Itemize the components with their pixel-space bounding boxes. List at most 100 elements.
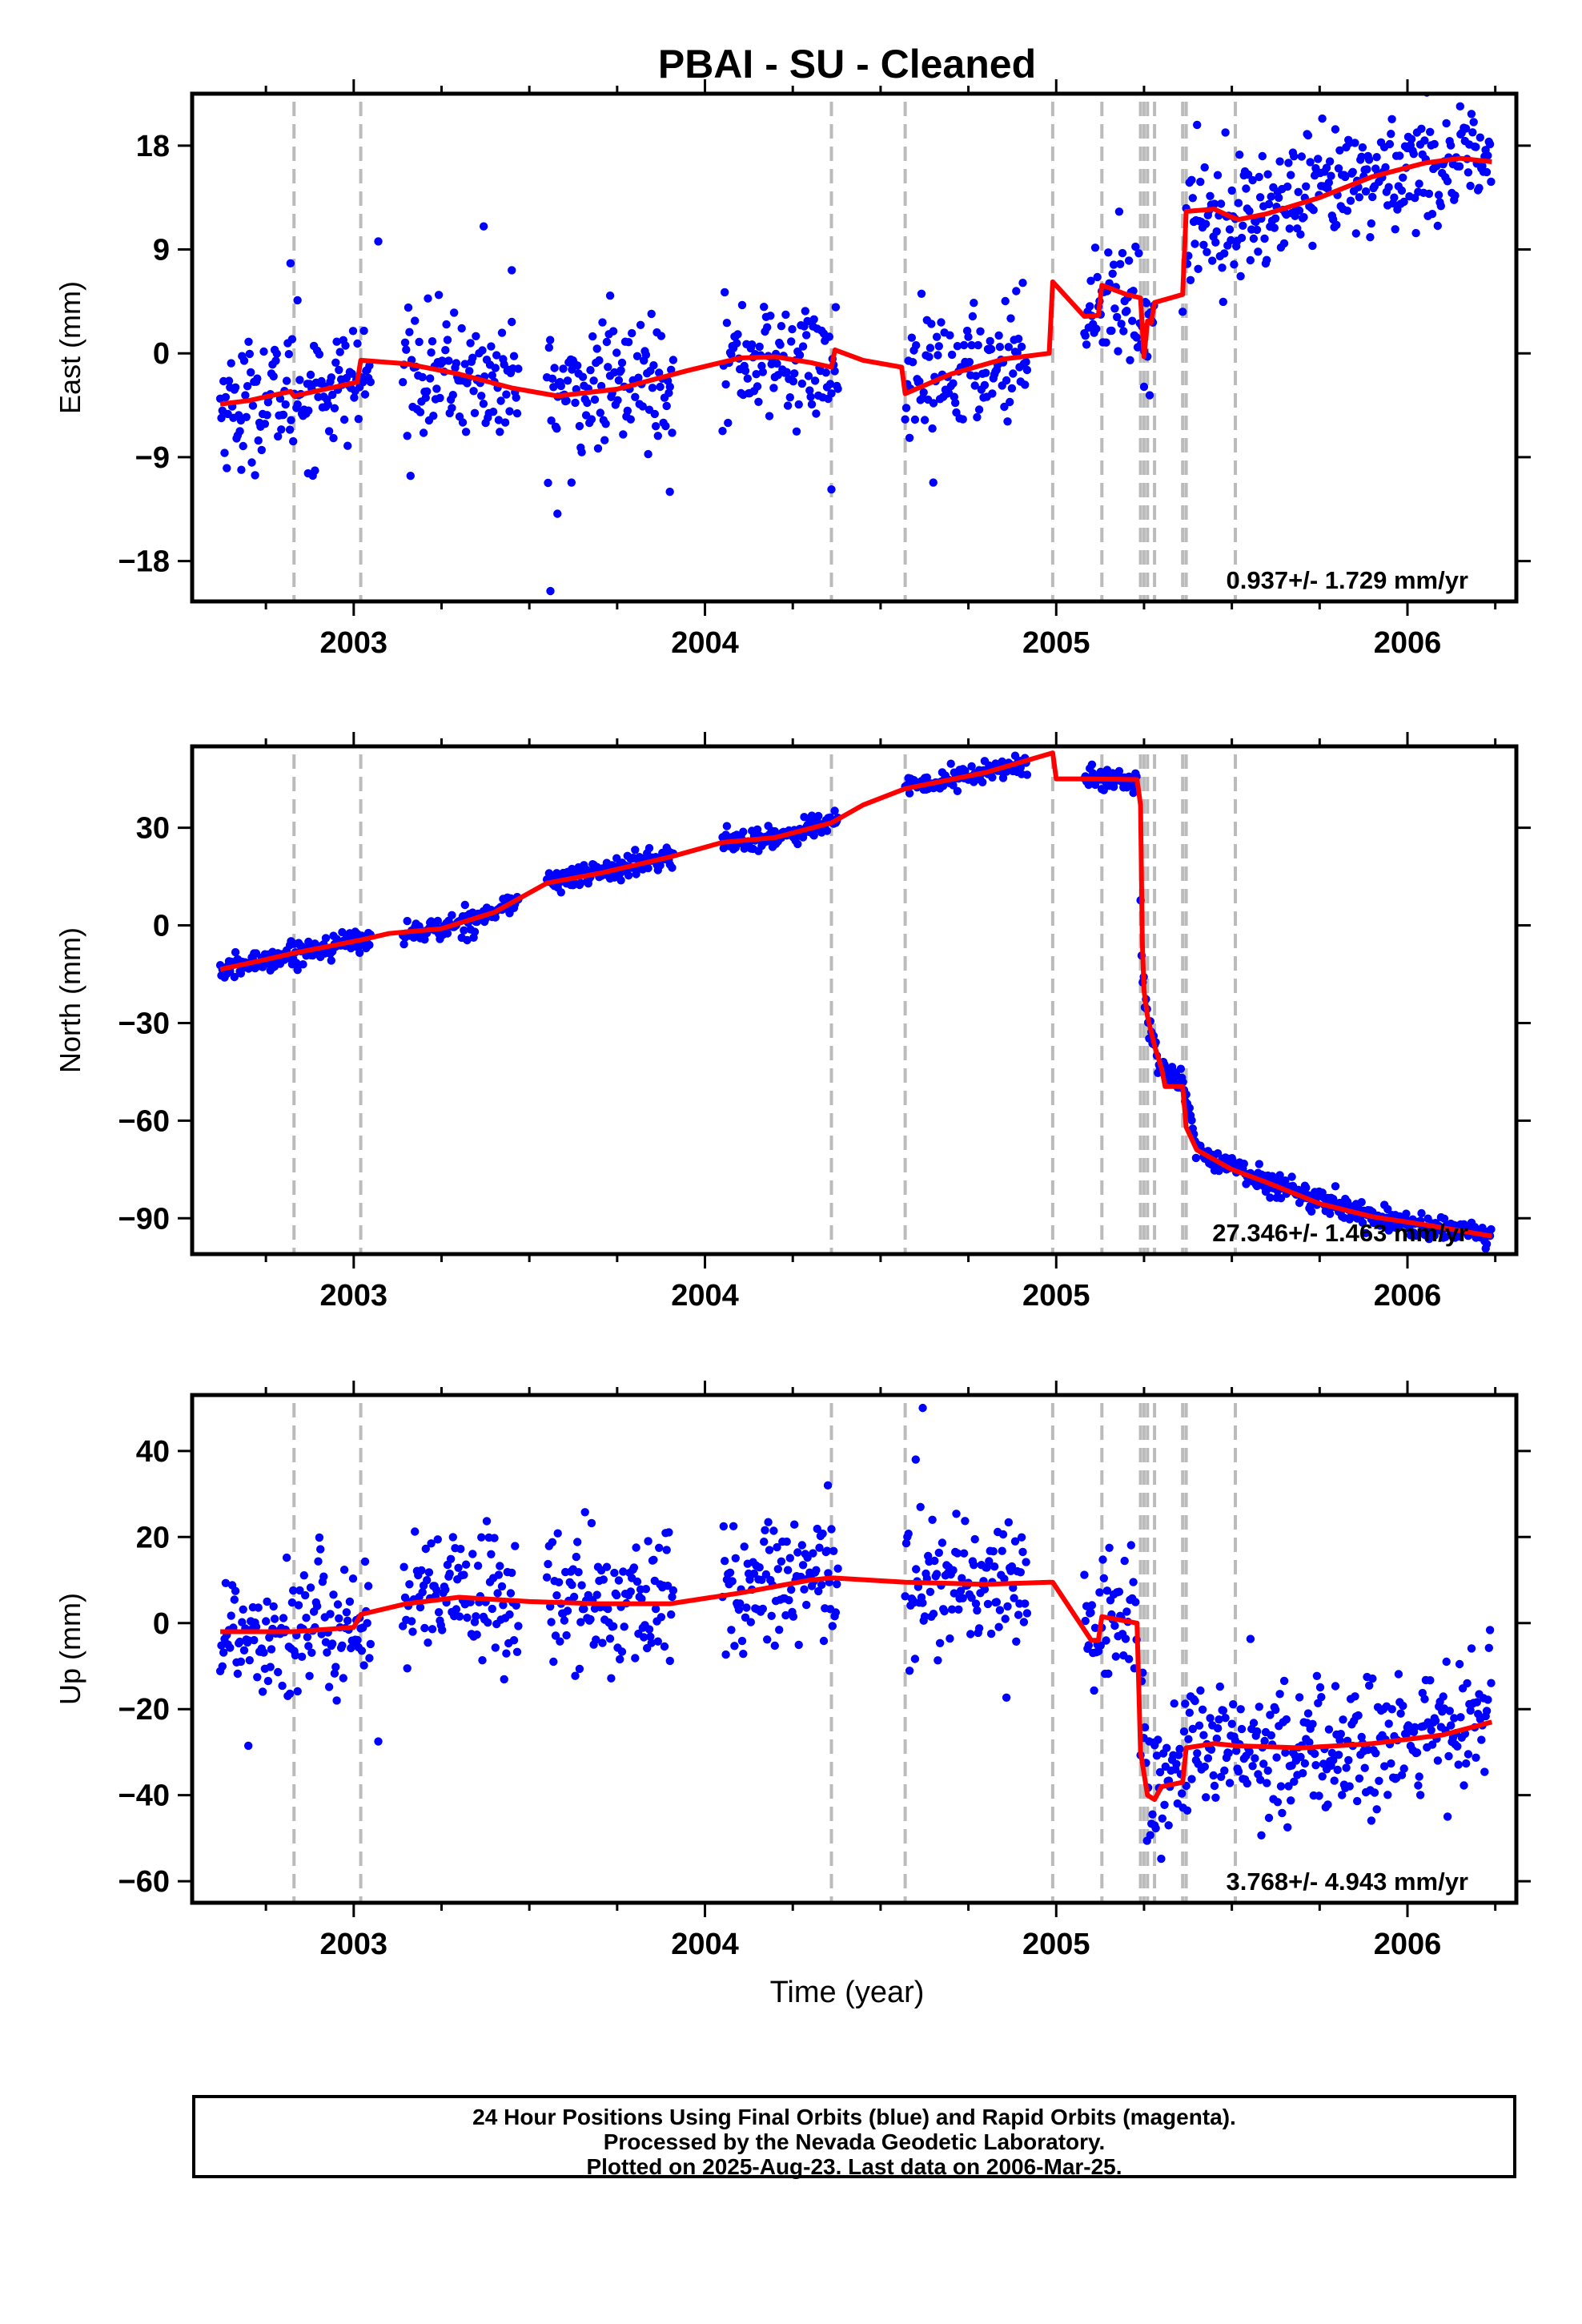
observation-point — [1296, 230, 1305, 239]
observation-point — [274, 432, 283, 441]
observation-point — [399, 1622, 408, 1630]
observation-point — [497, 328, 507, 337]
observation-point — [434, 1608, 444, 1617]
observation-point — [1370, 1788, 1379, 1797]
observation-point — [1381, 163, 1390, 172]
observation-point — [427, 1539, 436, 1548]
observation-point — [1426, 1676, 1435, 1685]
observation-point — [1093, 272, 1102, 282]
observation-point — [1179, 1727, 1189, 1736]
observation-point — [1081, 1616, 1090, 1626]
observation-point — [1211, 238, 1220, 247]
observation-point — [458, 418, 468, 427]
observation-point — [1124, 256, 1134, 265]
observation-point — [785, 1596, 793, 1605]
observation-point — [253, 1673, 262, 1682]
observation-point — [405, 1580, 414, 1589]
observation-point — [1323, 1800, 1332, 1809]
observation-point — [1275, 157, 1284, 166]
observation-point — [1209, 1771, 1218, 1780]
y-tick-label: 0 — [153, 1607, 170, 1641]
observation-points — [215, 94, 1496, 596]
observation-point — [1084, 1641, 1094, 1650]
observation-point — [1185, 1708, 1195, 1717]
observation-point — [741, 366, 750, 376]
observation-point — [488, 408, 498, 416]
observation-point — [1366, 233, 1375, 242]
y-tick-label: −60 — [118, 1865, 170, 1899]
observation-point — [665, 382, 674, 392]
observation-point — [930, 1556, 939, 1566]
observation-point — [1394, 1670, 1403, 1679]
observation-point — [287, 1598, 297, 1607]
observation-point — [1287, 1796, 1295, 1805]
observation-point — [777, 322, 786, 331]
observation-point — [274, 1667, 283, 1677]
observation-point — [616, 366, 625, 375]
observation-point — [254, 436, 263, 445]
observation-point — [403, 1664, 412, 1673]
observation-point — [665, 388, 673, 397]
observation-point — [1302, 1183, 1311, 1192]
observation-point — [1201, 219, 1211, 228]
observation-point — [989, 1547, 998, 1556]
observation-point — [421, 393, 430, 402]
observation-point — [243, 382, 252, 391]
observation-point — [231, 1586, 240, 1595]
observation-point — [1273, 1798, 1283, 1807]
observation-point — [767, 1611, 776, 1621]
observation-point — [822, 826, 832, 835]
observation-point — [415, 337, 424, 347]
observation-point — [974, 340, 982, 350]
observation-point — [580, 1604, 588, 1614]
observation-point — [641, 350, 651, 360]
observation-point — [239, 1605, 247, 1614]
observation-point — [1367, 219, 1376, 228]
observation-point — [420, 1623, 429, 1633]
observation-point — [1290, 152, 1299, 161]
observation-point — [330, 404, 339, 412]
observation-point — [289, 1586, 298, 1595]
observation-point — [783, 401, 793, 410]
observation-point — [1087, 760, 1097, 769]
observation-point — [244, 337, 253, 346]
observation-point — [970, 1534, 979, 1544]
observation-point — [446, 1554, 456, 1564]
observation-point — [576, 879, 585, 887]
observation-point — [608, 1622, 618, 1631]
observation-point — [592, 1635, 600, 1644]
observation-point — [724, 418, 733, 428]
observation-point — [1297, 152, 1307, 161]
observation-point — [809, 315, 818, 324]
observation-point — [472, 332, 480, 340]
observation-point — [1329, 1755, 1338, 1765]
observation-point — [644, 449, 652, 459]
observation-point — [665, 1528, 673, 1537]
observation-point — [1365, 1681, 1374, 1690]
observation-point — [1482, 1707, 1492, 1715]
observation-point — [1245, 207, 1254, 215]
observation-point — [651, 1604, 661, 1614]
observation-point — [484, 1618, 492, 1627]
observation-point — [950, 1589, 959, 1598]
observation-point — [221, 1578, 231, 1588]
observation-point — [1368, 1674, 1377, 1683]
x-tick-label: 2003 — [320, 1279, 388, 1313]
observation-point — [323, 400, 332, 409]
observation-point — [725, 1568, 735, 1578]
y-tick-label: −18 — [118, 545, 170, 579]
observation-point — [1295, 206, 1304, 215]
observation-point — [1080, 1570, 1089, 1579]
observation-point — [323, 1648, 331, 1657]
observation-point — [1176, 1064, 1186, 1073]
observation-point — [953, 342, 962, 351]
observation-point — [297, 1652, 307, 1661]
observation-point — [1196, 1686, 1205, 1695]
observation-point — [831, 1608, 841, 1617]
observation-point — [958, 415, 967, 424]
observation-points — [215, 751, 1496, 1253]
plot-frame — [190, 91, 1519, 604]
observation-point — [404, 303, 413, 312]
observation-point — [1466, 181, 1475, 191]
observation-point — [614, 1576, 624, 1585]
